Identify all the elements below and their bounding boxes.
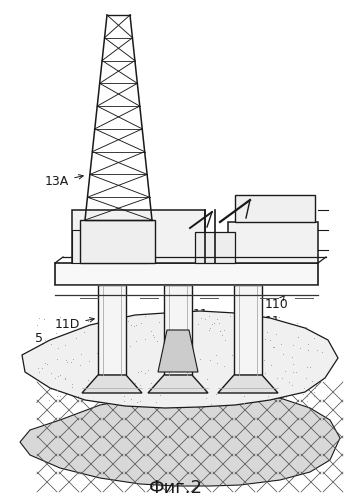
Polygon shape xyxy=(218,375,278,393)
Bar xyxy=(234,285,262,375)
Bar xyxy=(72,210,205,263)
Bar xyxy=(195,232,235,263)
Bar xyxy=(164,285,192,375)
Bar xyxy=(235,195,315,222)
Bar xyxy=(98,285,126,375)
Bar xyxy=(55,263,318,285)
Text: 110: 110 xyxy=(265,295,289,311)
Text: 11: 11 xyxy=(182,308,209,321)
Text: 11D: 11D xyxy=(55,318,94,331)
Bar xyxy=(72,230,148,263)
Text: 5: 5 xyxy=(35,332,55,352)
Text: Фиг.2: Фиг.2 xyxy=(149,479,203,497)
Text: 13А: 13А xyxy=(45,174,83,188)
Polygon shape xyxy=(20,390,340,486)
Polygon shape xyxy=(148,375,208,393)
Polygon shape xyxy=(158,330,198,372)
Polygon shape xyxy=(82,375,142,393)
Bar xyxy=(228,222,318,263)
Text: 100: 100 xyxy=(275,368,299,386)
Polygon shape xyxy=(22,311,338,408)
Bar xyxy=(80,220,155,263)
Text: 11: 11 xyxy=(252,315,281,328)
